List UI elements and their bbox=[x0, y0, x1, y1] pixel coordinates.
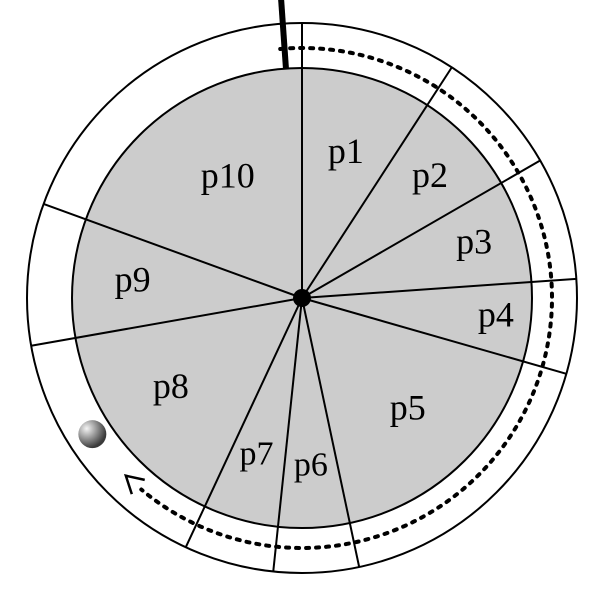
sector-label: p10 bbox=[201, 156, 255, 196]
sector-label: p3 bbox=[456, 222, 492, 262]
sector-label: p8 bbox=[153, 366, 189, 406]
sector-label: p1 bbox=[328, 131, 364, 171]
sector-label: p4 bbox=[478, 295, 514, 335]
sector-label: p6 bbox=[294, 447, 328, 484]
sector-label: p7 bbox=[240, 435, 274, 472]
sector-label: p2 bbox=[412, 155, 448, 195]
sector-label: p9 bbox=[115, 259, 151, 299]
hub-dot bbox=[293, 289, 311, 307]
ball-marker bbox=[78, 420, 106, 448]
sector-label: p5 bbox=[390, 388, 426, 428]
spinner-diagram: p1 p2p3 p4 p5 p6 p7 p8 p9 p10 bbox=[0, 0, 604, 596]
